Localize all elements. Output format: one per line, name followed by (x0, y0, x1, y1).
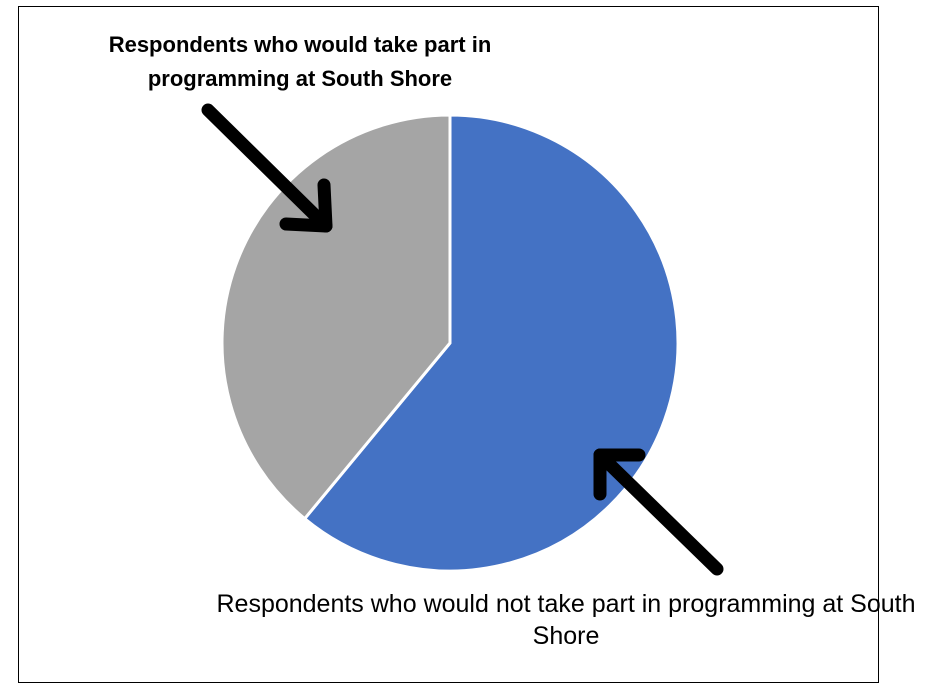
arrow-take-part-shaft (201, 103, 333, 233)
arrow-not-take-part-head (593, 448, 646, 501)
annotation-take-part: Respondents who would take part in progr… (108, 32, 492, 91)
pie-slice-0 (303, 113, 680, 573)
annotation-arrows (201, 103, 724, 576)
arrow-take-part-head (279, 178, 333, 233)
pie-slice-1 (220, 113, 452, 521)
arrow-not-take-part-shaft (593, 448, 724, 576)
annotation-not-take-part: Respondents who would not take part in p… (216, 590, 916, 650)
